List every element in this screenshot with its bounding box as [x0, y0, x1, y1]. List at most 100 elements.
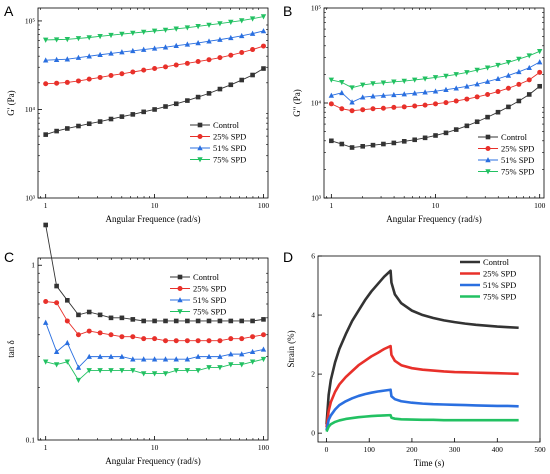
panel-b-point-25-spd [339, 106, 345, 112]
panel-c-point-25-spd [206, 338, 212, 344]
panel-c-point-75-spd [228, 362, 234, 368]
panel-a-y-axis-label: G' (Pa) [6, 90, 16, 115]
panel-c-point-25-spd [141, 336, 147, 342]
panel-d-legend-label-control: Control [483, 257, 510, 267]
panel-c-point-51-spd [108, 353, 114, 359]
panel-letter-c: C [4, 249, 14, 265]
panel-b-point-25-spd [370, 106, 376, 112]
panel-a-point-25-spd [43, 81, 49, 87]
panel-a-point-75-spd [97, 34, 103, 40]
panel-b-point-75-spd [453, 72, 459, 78]
panel-b-point-75-spd [484, 65, 491, 71]
panel-c-point-51-spd [42, 319, 49, 325]
panel-c-legend-label-75-spd: 75% SPD [193, 307, 226, 317]
panel-d-x-tick-label: 400 [492, 445, 504, 454]
panel-a-axes-frame [37, 7, 269, 199]
panel-c-chart: 1 10 100 0.1 1 Angular Frequency (rad/s) tan δ… [6, 222, 269, 466]
panel-d-legend-label-51-spd: 51% SPD [483, 280, 516, 290]
panel-c-point-51-spd [239, 351, 245, 357]
panel-c-legend-marker-25-spd [177, 286, 183, 291]
panel-c-series-25-spd [43, 299, 266, 344]
panel-b-point-control [485, 114, 490, 120]
panel-b-point-control [495, 109, 501, 115]
panel-b-point-25-spd [485, 91, 491, 97]
panel-c-point-75-spd [108, 368, 114, 374]
panel-c-point-75-spd [97, 368, 103, 374]
panel-a-point-control [141, 109, 146, 115]
panel-a-series-75-spd [42, 14, 267, 43]
panel-b-point-control [526, 92, 532, 97]
panel-a-point-25-spd [75, 78, 81, 84]
panel-c-point-51-spd [173, 356, 179, 362]
panel-b-legend-marker-75-spd [485, 169, 491, 175]
panel-b-point-25-spd [495, 89, 501, 95]
panel-b-point-75-spd [328, 77, 335, 83]
panel-a-point-25-spd [141, 67, 147, 73]
panel-a-point-control [185, 98, 190, 103]
panel-b-point-25-spd [474, 94, 480, 100]
panel-b-point-75-spd [505, 60, 512, 66]
panel-c-point-control [250, 318, 255, 324]
panel-b-point-75-spd [516, 56, 522, 62]
panel-a-x-axis-label: Angular Frequence (rad/s) [106, 214, 201, 224]
panel-c-point-25-spd [163, 338, 169, 344]
panel-a-point-75-spd [108, 32, 114, 39]
panel-c-axes-frame [37, 257, 269, 441]
panel-a-point-75-spd [151, 28, 158, 34]
panel-c-point-51-spd [195, 353, 201, 359]
panel-a-point-25-spd [195, 59, 201, 65]
panel-b-point-25-spd [516, 81, 522, 87]
panel-d-y-tick-label: 2 [311, 370, 315, 379]
panel-b-point-control [516, 98, 522, 104]
panel-a-point-51-spd [217, 36, 223, 42]
panel-b-point-51-spd [526, 64, 532, 71]
panel-c-point-75-spd [86, 368, 92, 374]
panel-c-point-25-spd [152, 336, 158, 342]
panel-b-point-75-spd [422, 76, 428, 82]
panel-b-point-25-spd [328, 101, 334, 107]
panel-c-point-75-spd [119, 368, 125, 374]
panel-a-point-25-spd [163, 64, 169, 70]
panel-a-point-75-spd [162, 27, 169, 33]
panel-b-point-51-spd [484, 78, 491, 84]
panel-a-legend-marker-25-spd [197, 134, 203, 139]
panel-c-point-control [217, 318, 223, 324]
panel-b-point-control [443, 130, 449, 136]
panel-b-series-51-spd [328, 59, 543, 105]
panel-d-series-51-spd [325, 388, 519, 431]
panel-b-point-51-spd [443, 86, 449, 93]
panel-a-point-control [97, 119, 103, 124]
panel-b-y-tick-label: 10⁵ [311, 4, 322, 13]
panel-b-point-25-spd [380, 105, 386, 111]
panel-b-y-tick-label: 10³ [311, 194, 322, 203]
panel-c-point-25-spd [86, 328, 92, 334]
panel-d-y-tick-label: 0 [311, 429, 315, 438]
panel-a-chart: 1 10 100 10³ 10⁴ 10⁵ Angular Frequence (rad/s)… [6, 7, 269, 224]
panel-b-point-control [349, 145, 355, 150]
panel-c-point-control [152, 318, 157, 324]
panel-a-point-control [261, 66, 266, 71]
panel-a-y-tick-label: 10³ [25, 194, 36, 203]
panel-c-point-control [173, 318, 179, 324]
panel-b-point-51-spd [453, 85, 459, 91]
panel-b-point-control [401, 139, 407, 144]
panel-c-point-75-spd [195, 368, 201, 374]
panel-d-x-axis-label: Time (s) [414, 458, 444, 468]
panel-c-point-51-spd [206, 353, 212, 359]
panel-c-series-75-spd [42, 356, 267, 384]
panel-c-point-75-spd [42, 359, 49, 365]
panel-c-legend-marker-51-spd [177, 297, 183, 303]
panel-a-series-25-spd [43, 43, 266, 87]
panel-c-point-25-spd [54, 300, 60, 306]
panel-a-point-51-spd [260, 28, 267, 34]
panel-c-series-control [43, 222, 266, 324]
panel-c-point-75-spd [217, 365, 223, 371]
panel-c-point-51-spd [228, 351, 234, 357]
panel-b-point-51-spd [474, 81, 480, 87]
panel-c-point-control [97, 312, 103, 318]
panel-c-point-51-spd [184, 356, 191, 362]
panel-c-point-75-spd [249, 359, 256, 365]
panel-a-point-control [195, 94, 201, 100]
panel-c-point-25-spd [217, 338, 223, 344]
